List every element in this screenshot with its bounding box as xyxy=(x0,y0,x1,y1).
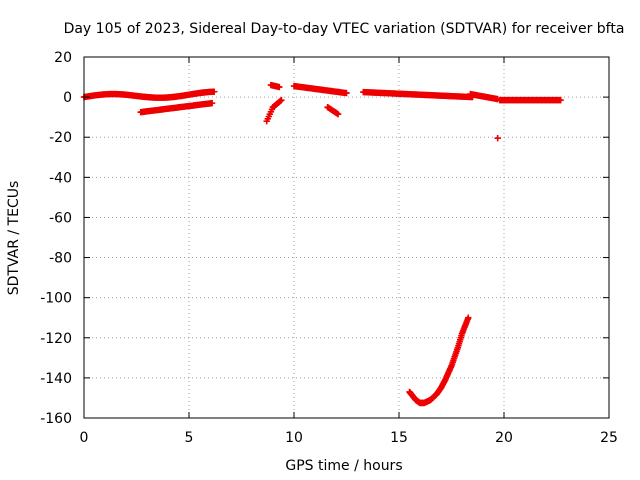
data-point xyxy=(276,83,283,91)
x-axis-title: GPS time / hours xyxy=(285,458,402,474)
data-point xyxy=(211,88,218,95)
y-axis-title: SDTVAR / TECUs xyxy=(6,181,22,296)
y-tick-label: -20 xyxy=(49,130,72,146)
axis-ticks xyxy=(83,56,610,419)
data-point xyxy=(465,314,472,321)
chart-title: Day 105 of 2023, Sidereal Day-to-day VTE… xyxy=(64,21,625,37)
grid-lines xyxy=(84,57,609,418)
x-tick-label: 25 xyxy=(600,430,618,446)
x-tick-label: 0 xyxy=(80,430,89,446)
x-tick-labels: 0 5 10 15 20 25 xyxy=(80,430,618,446)
y-tick-label: 0 xyxy=(63,90,72,106)
y-tick-label: -100 xyxy=(40,291,72,307)
y-tick-label: -120 xyxy=(40,331,72,347)
y-tick-label: 20 xyxy=(54,50,72,66)
x-tick-label: 5 xyxy=(185,430,194,446)
data-point xyxy=(208,99,216,107)
x-tick-label: 15 xyxy=(390,430,408,446)
data-point xyxy=(343,89,350,97)
y-tick-labels: 20 0 -20 -40 -60 -80 -100 -120 -140 -160 xyxy=(40,50,72,427)
plot-frame xyxy=(83,56,610,419)
y-tick-label: -40 xyxy=(49,170,72,186)
y-tick-label: -80 xyxy=(49,251,72,267)
x-tick-label: 20 xyxy=(495,430,513,446)
y-tick-label: -60 xyxy=(49,210,72,226)
y-tick-label: -160 xyxy=(40,411,72,427)
y-tick-label: -140 xyxy=(40,371,72,387)
data-point xyxy=(278,96,285,104)
data-point xyxy=(557,96,564,104)
data-marks xyxy=(80,81,564,407)
x-tick-label: 10 xyxy=(285,430,303,446)
data-point xyxy=(334,110,342,118)
data-point xyxy=(277,97,284,105)
data-point xyxy=(494,135,501,142)
